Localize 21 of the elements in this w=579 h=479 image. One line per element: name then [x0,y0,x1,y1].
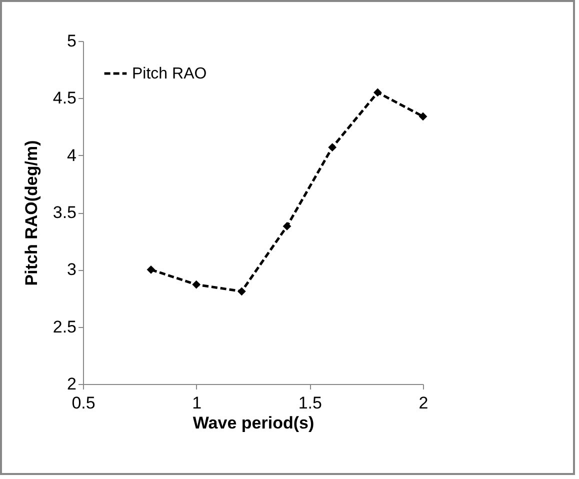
point [418,112,428,121]
x-tick-label: 1.5 [298,394,322,412]
y-tick-label: 3.5 [52,203,76,222]
point [282,222,292,230]
point [328,143,337,152]
y-tick-label: 4.5 [52,88,76,108]
legend-label: Pitch RAO [132,66,207,82]
x-tick-label: 0.5 [72,394,96,412]
y-tick-label: 5 [67,32,76,50]
y-tick-label: 2 [67,374,76,394]
y-tick-label: 3 [67,260,76,280]
point [192,280,201,289]
x-tick-label: 1 [192,394,202,412]
y-tick-label: 4 [67,146,76,165]
y-tick-label: 2.5 [52,317,76,336]
y-axis-title: Pitch RAO(deg/m) [22,140,41,286]
point [237,287,246,296]
x-axis-title: Wave period(s) [192,414,314,432]
x-tick-label: 2 [418,394,428,412]
point [373,88,382,97]
point [146,265,156,274]
